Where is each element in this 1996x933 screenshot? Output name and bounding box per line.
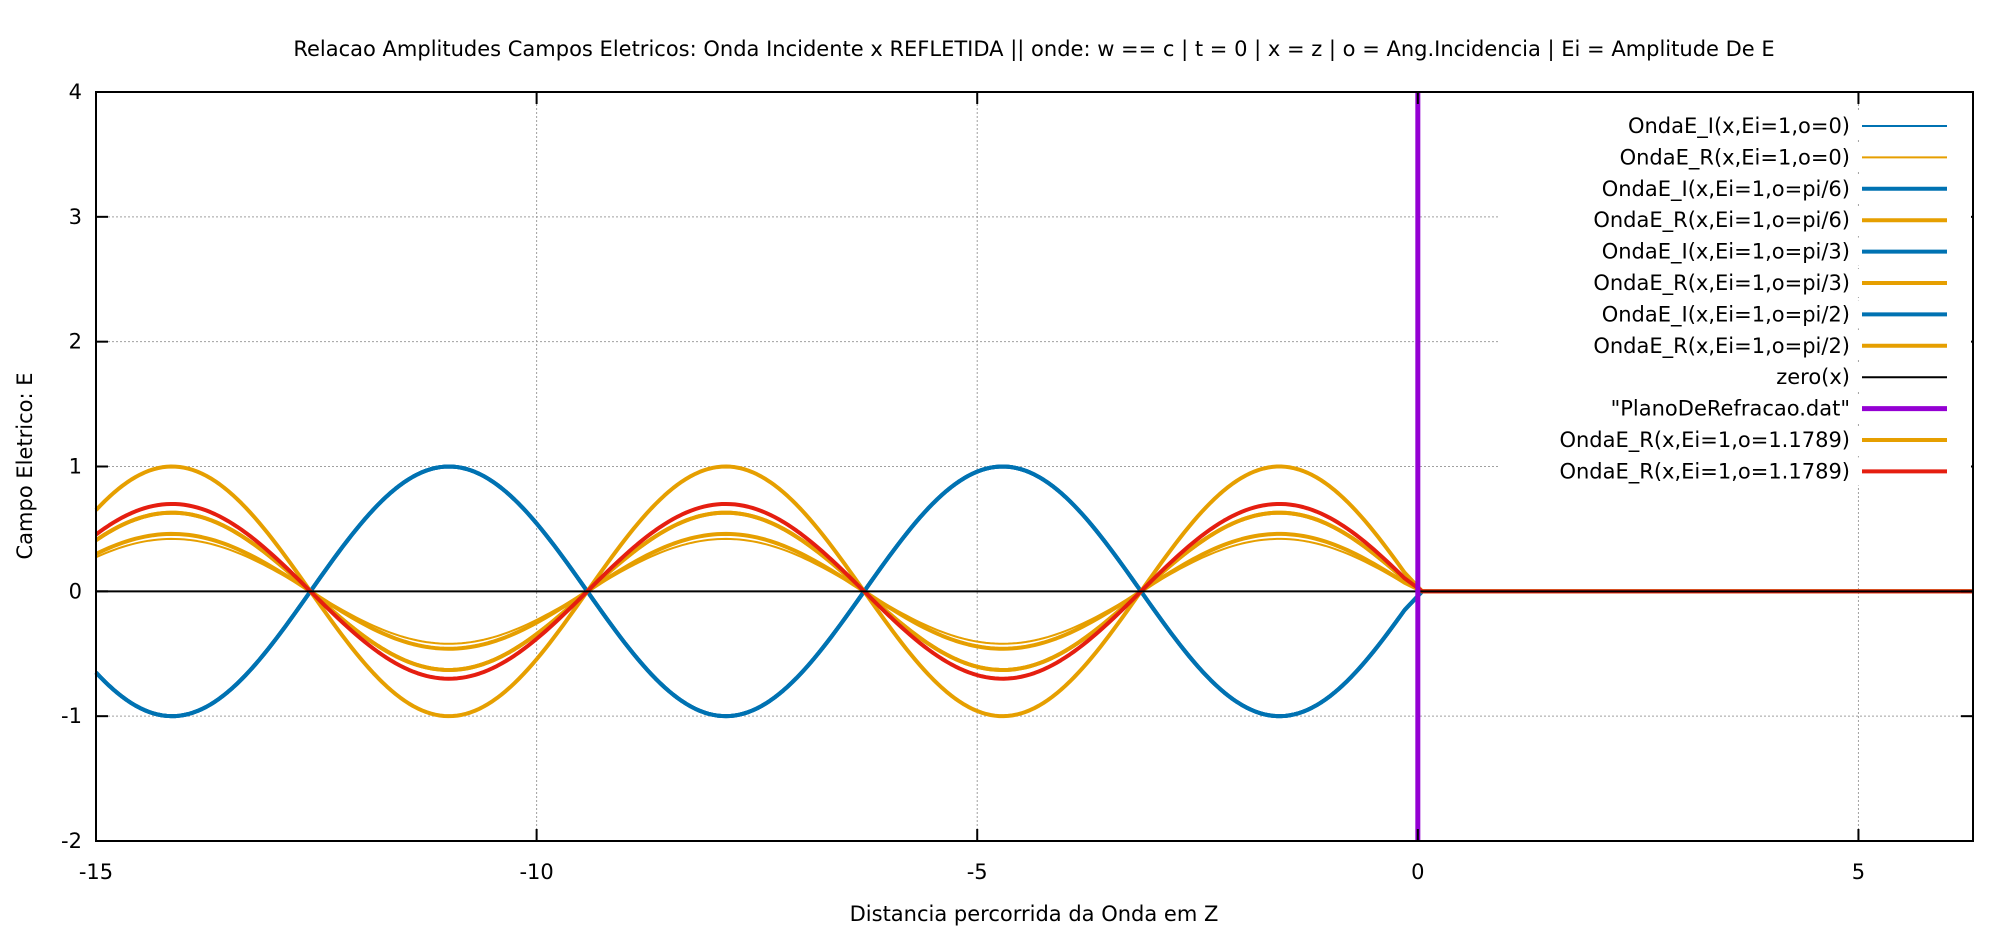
x-tick-label: 0 <box>1411 860 1424 884</box>
x-tick-label: -10 <box>519 860 553 884</box>
legend-label: OndaE_I(x,Ei=1,o=pi/3) <box>1602 240 1850 265</box>
x-tick-label: 5 <box>1852 860 1865 884</box>
series-line-7 <box>94 464 1973 719</box>
x-axis-label: Distancia percorrida da Onda em Z <box>850 902 1219 926</box>
legend-label: OndaE_R(x,Ei=1,o=pi/2) <box>1593 334 1850 359</box>
x-tick-label: -15 <box>79 860 113 884</box>
legend-label: OndaE_R(x,Ei=1,o=pi/6) <box>1593 208 1850 233</box>
legend-label: OndaE_R(x,Ei=1,o=1.1789) <box>1559 428 1850 453</box>
legend: OndaE_I(x,Ei=1,o=0) OndaE_R(x,Ei=1,o=0) On… <box>1500 112 1971 486</box>
legend-label: OndaE_I(x,Ei=1,o=pi/2) <box>1602 302 1850 327</box>
y-tick-label: 1 <box>69 455 82 479</box>
series-lines <box>94 92 1973 841</box>
y-tick-label: 2 <box>69 330 82 354</box>
y-tick-label: 3 <box>69 205 82 229</box>
legend-label: OndaE_I(x,Ei=1,o=pi/6) <box>1602 177 1850 202</box>
legend-label: OndaE_R(x,Ei=1,o=1.1789) <box>1559 459 1850 484</box>
x-tick-label: -5 <box>967 860 988 884</box>
y-tick-label: -1 <box>61 704 82 728</box>
y-tick-label: 4 <box>69 80 82 104</box>
y-tick-label: -2 <box>61 829 82 853</box>
legend-label: OndaE_R(x,Ei=1,o=pi/3) <box>1593 271 1850 296</box>
chart-title: Relacao Amplitudes Campos Eletricos: Ond… <box>293 37 1774 62</box>
legend-label: "PlanoDeRefracao.dat" <box>1611 397 1850 421</box>
legend-label: OndaE_I(x,Ei=1,o=0) <box>1628 114 1850 139</box>
y-axis-label: Campo Eletrico: E <box>13 373 37 560</box>
legend-label: zero(x) <box>1776 365 1850 389</box>
series-line-12 <box>94 501 1973 681</box>
legend-label: OndaE_R(x,Ei=1,o=0) <box>1620 145 1850 170</box>
y-tick-label: 0 <box>69 579 82 603</box>
